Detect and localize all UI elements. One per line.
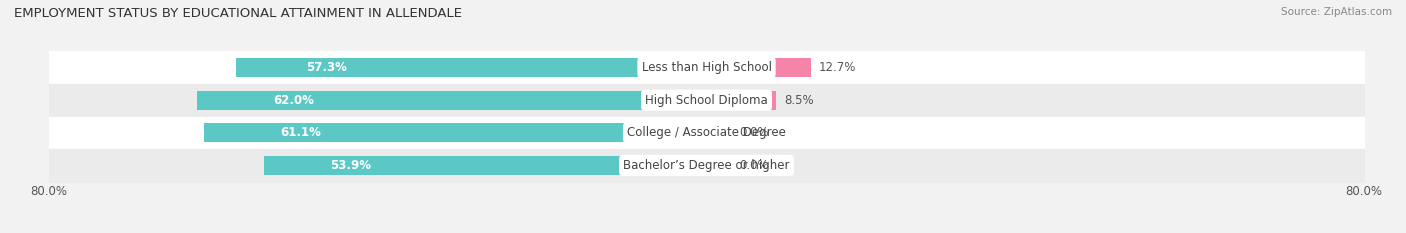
Text: 12.7%: 12.7% [820,61,856,74]
Text: 53.9%: 53.9% [330,159,371,172]
Text: College / Associate Degree: College / Associate Degree [627,126,786,139]
Bar [236,58,707,77]
Text: Less than High School: Less than High School [641,61,772,74]
Text: 57.3%: 57.3% [307,61,347,74]
Text: Source: ZipAtlas.com: Source: ZipAtlas.com [1281,7,1392,17]
Text: 0.0%: 0.0% [740,126,769,139]
Bar [204,123,707,142]
Text: Bachelor’s Degree or higher: Bachelor’s Degree or higher [623,159,790,172]
Bar [707,58,811,77]
Bar [707,91,776,110]
Text: 8.5%: 8.5% [785,94,814,107]
Text: 62.0%: 62.0% [274,94,315,107]
Bar [197,91,707,110]
Bar [707,123,731,142]
Text: 0.0%: 0.0% [740,159,769,172]
Text: High School Diploma: High School Diploma [645,94,768,107]
Bar [707,156,731,175]
Text: EMPLOYMENT STATUS BY EDUCATIONAL ATTAINMENT IN ALLENDALE: EMPLOYMENT STATUS BY EDUCATIONAL ATTAINM… [14,7,463,20]
Bar [264,156,707,175]
Text: 61.1%: 61.1% [280,126,321,139]
